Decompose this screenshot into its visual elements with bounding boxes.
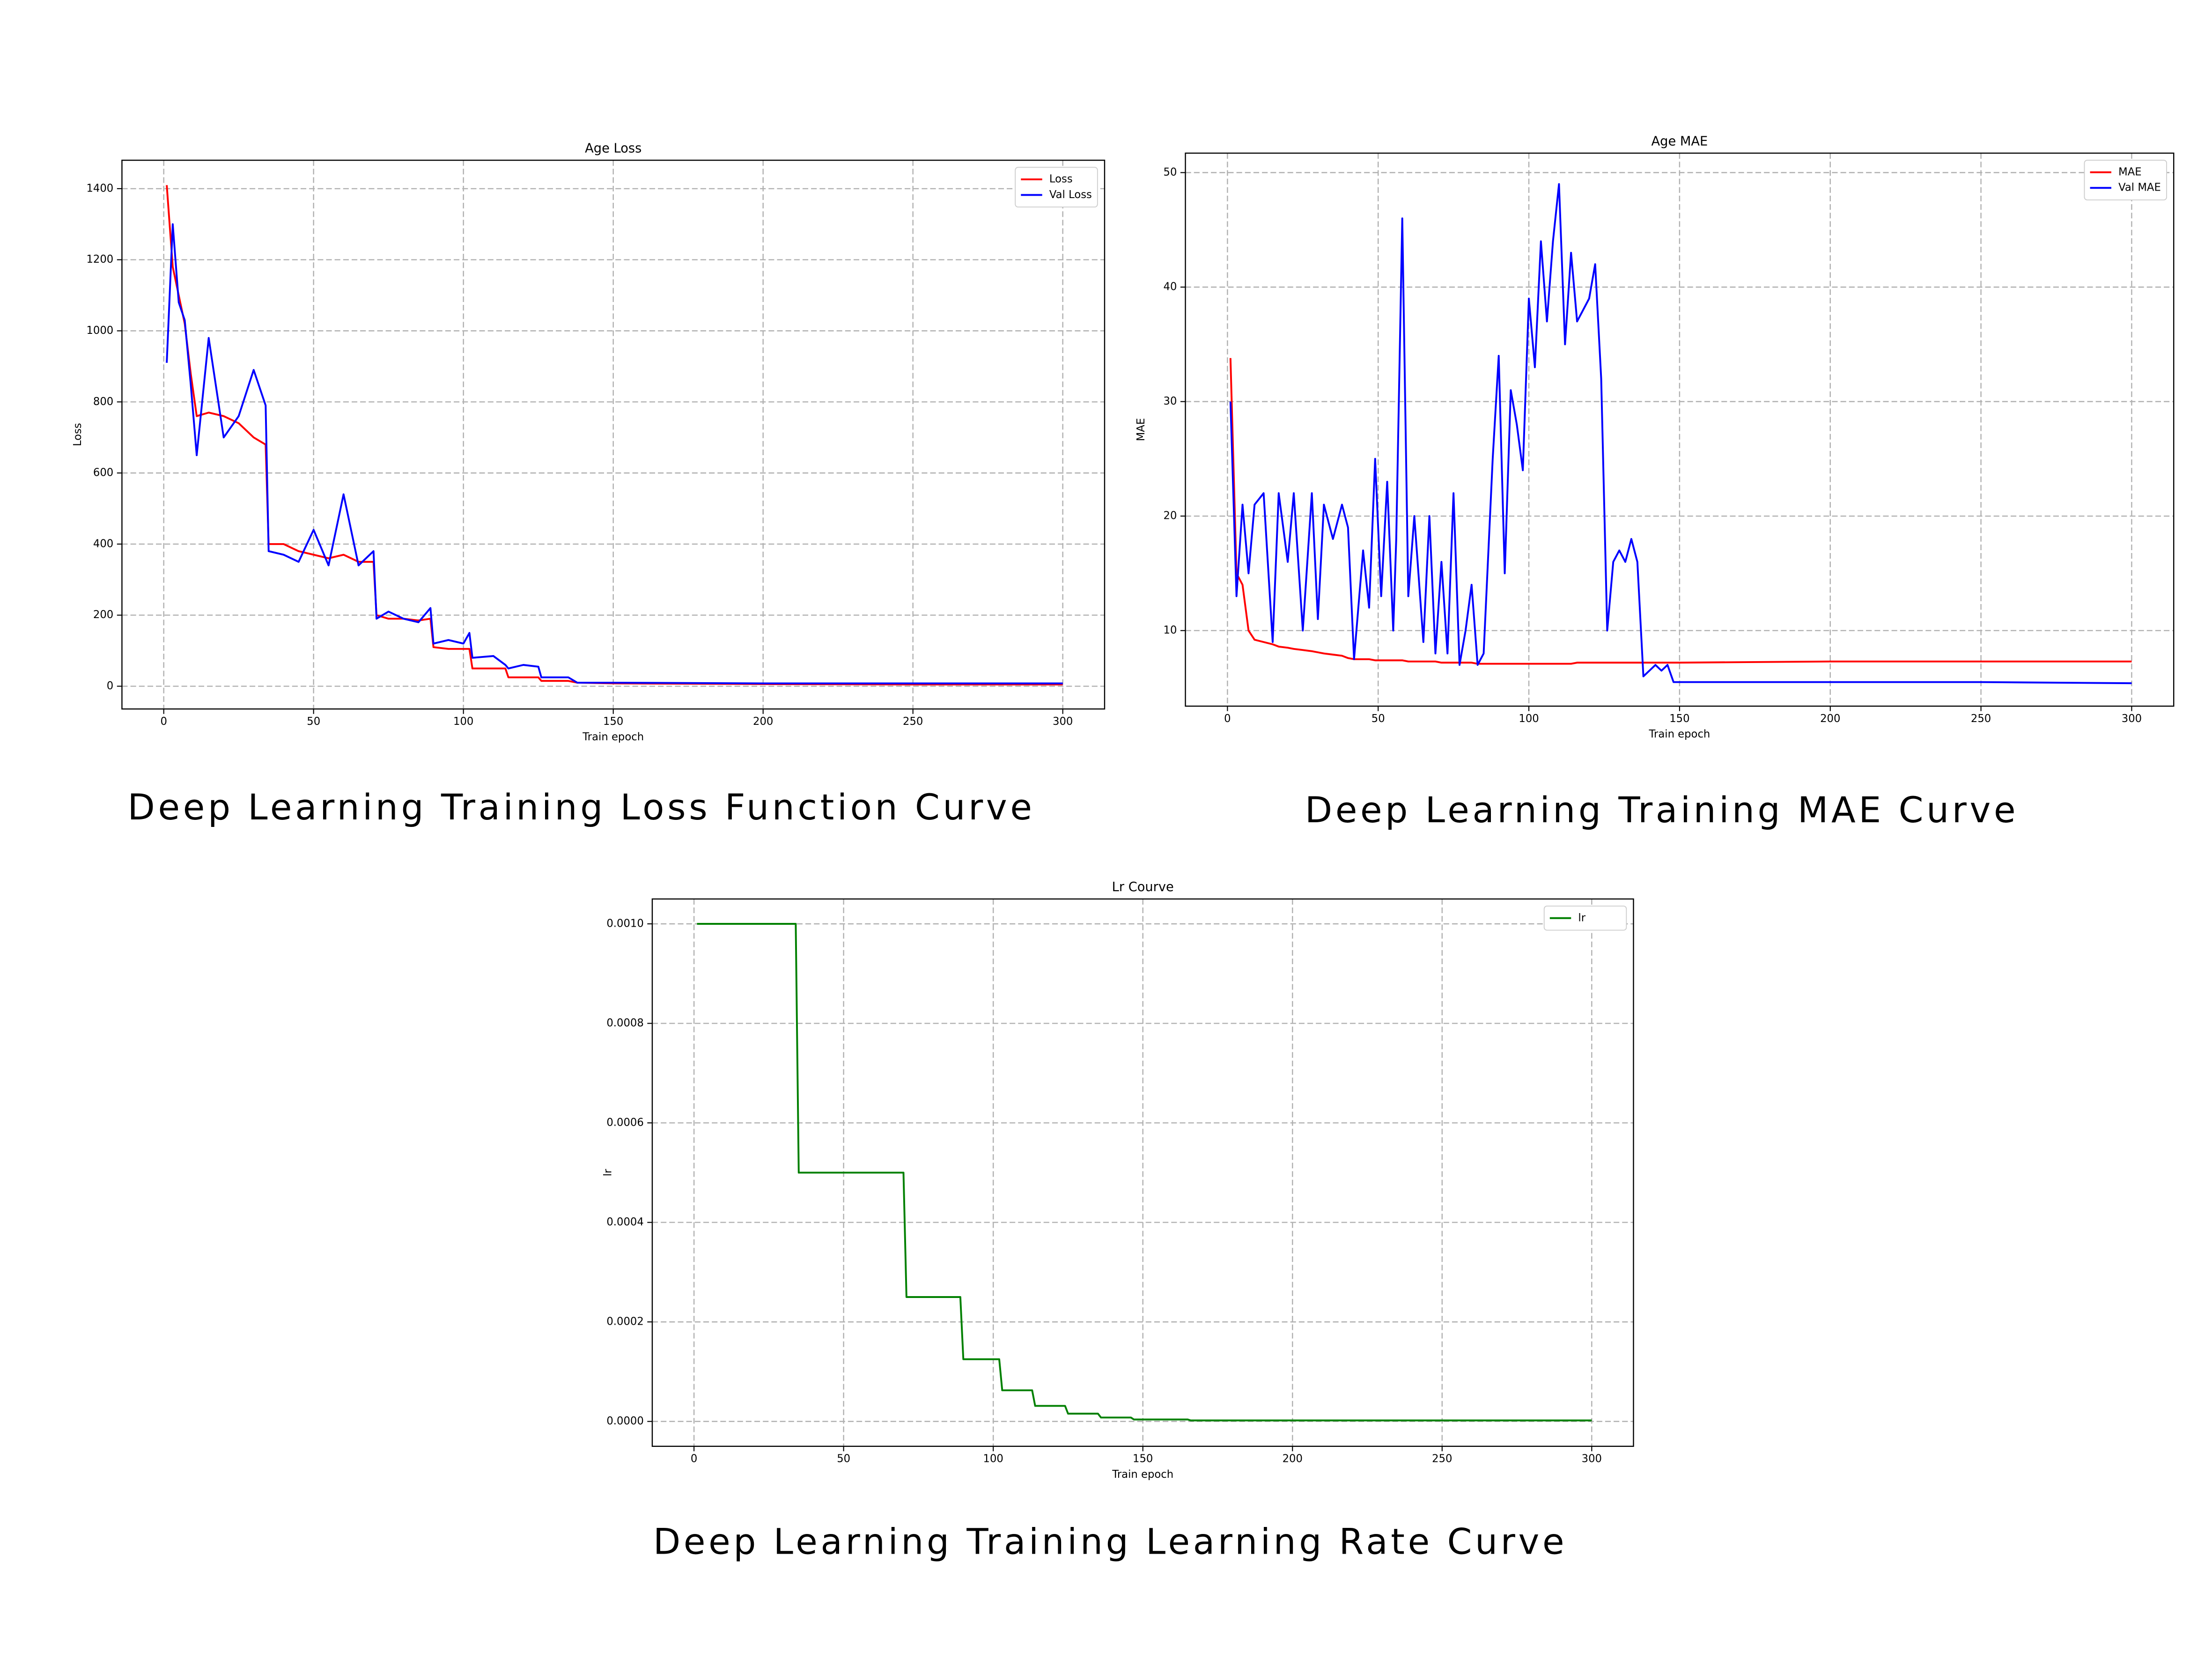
y-axis-label: Loss — [72, 423, 84, 446]
y-tick-label: 400 — [93, 538, 113, 550]
caption: Deep Learning Training Learning Rate Cur… — [653, 1521, 1567, 1563]
series-line — [166, 185, 1063, 686]
x-tick-label: 150 — [1669, 713, 1689, 725]
legend-label: Val Loss — [1049, 189, 1092, 201]
legend-label: MAE — [2118, 166, 2141, 178]
y-tick-label: 0.0004 — [606, 1216, 643, 1228]
x-tick-label: 50 — [1371, 713, 1385, 725]
x-tick-label: 100 — [1519, 713, 1539, 725]
x-tick-label: 200 — [1283, 1453, 1303, 1465]
y-axis-label: MAE — [1135, 418, 1147, 441]
y-tick-label: 0 — [107, 680, 113, 692]
x-axis-label: Train epoch — [1648, 728, 1710, 740]
legend-label: Loss — [1049, 173, 1073, 185]
chart: 0 50 100 150 200 250 300 0 200 400 600 800 1000 1200 1… — [72, 141, 1106, 828]
chart: 0 50 100 150 200 250 300 10 20 30 40 50 Age MAE Train… — [1135, 134, 2175, 831]
plot-frame — [1185, 152, 2175, 707]
x-tick-label: 250 — [903, 715, 923, 728]
series-line — [1229, 183, 2132, 685]
y-tick-label: 10 — [1164, 624, 1177, 636]
y-tick-label: 600 — [93, 467, 113, 479]
y-tick-label: 800 — [93, 396, 113, 408]
x-tick-label: 200 — [1820, 713, 1840, 725]
y-tick-label: 20 — [1164, 510, 1177, 522]
x-tick-label: 300 — [1582, 1453, 1602, 1465]
chart-title: Age MAE — [1652, 134, 1708, 148]
y-tick-label: 0.0010 — [606, 918, 643, 930]
legend-label: Val MAE — [2118, 182, 2161, 194]
series-line — [1229, 358, 2132, 665]
legend-label: lr — [1578, 912, 1585, 924]
y-tick-label: 0.0006 — [606, 1117, 643, 1129]
x-tick-label: 250 — [1432, 1453, 1452, 1465]
chart: 0 50 100 150 200 250 300 0.0000 0.0002 0.0004 0.00… — [602, 880, 1634, 1563]
y-tick-label: 0.0002 — [606, 1316, 643, 1328]
series-line — [166, 223, 1063, 685]
x-axis-label: Train epoch — [1112, 1468, 1173, 1481]
x-tick-label: 0 — [691, 1453, 697, 1465]
x-tick-label: 100 — [983, 1453, 1003, 1465]
y-tick-label: 0.0008 — [606, 1017, 643, 1029]
x-tick-label: 150 — [603, 715, 623, 728]
chart-title: Lr Courve — [1112, 880, 1174, 894]
plot-frame — [121, 159, 1106, 710]
y-tick-label: 50 — [1164, 166, 1177, 178]
x-tick-label: 300 — [2122, 713, 2142, 725]
x-tick-label: 50 — [837, 1453, 850, 1465]
x-tick-label: 150 — [1133, 1453, 1153, 1465]
x-tick-label: 250 — [1971, 713, 1991, 725]
y-tick-label: 1200 — [86, 253, 113, 265]
x-tick-label: 50 — [307, 715, 320, 728]
legend-box — [2084, 160, 2168, 200]
x-tick-label: 0 — [1224, 713, 1231, 725]
x-tick-label: 0 — [160, 715, 167, 728]
y-axis-label: lr — [602, 1169, 614, 1176]
legend-box — [1015, 167, 1098, 208]
y-tick-label: 30 — [1164, 395, 1177, 407]
y-tick-label: 1000 — [86, 324, 113, 337]
y-tick-label: 200 — [93, 609, 113, 621]
plot-frame — [651, 898, 1634, 1447]
caption: Deep Learning Training Loss Function Cur… — [128, 787, 1035, 828]
chart-title: Age Loss — [585, 141, 641, 155]
y-tick-label: 0.0000 — [606, 1415, 643, 1427]
caption: Deep Learning Training MAE Curve — [1305, 789, 2019, 831]
x-tick-label: 200 — [753, 715, 773, 728]
x-tick-label: 300 — [1053, 715, 1073, 728]
x-axis-label: Train epoch — [582, 731, 644, 743]
x-tick-label: 100 — [453, 715, 473, 728]
y-tick-label: 1400 — [86, 182, 113, 194]
series-line — [697, 923, 1592, 1422]
legend-box — [1543, 906, 1627, 931]
y-tick-label: 40 — [1164, 281, 1177, 293]
